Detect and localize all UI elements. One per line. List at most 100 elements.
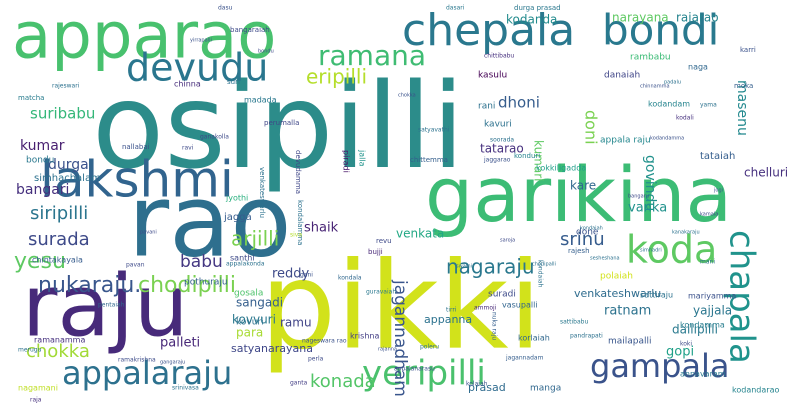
cloud-word: gani [300, 272, 313, 279]
cloud-word: perla [308, 356, 324, 363]
cloud-word: kondala [338, 275, 362, 282]
cloud-word: ramakrishna [118, 357, 156, 364]
cloud-word: kumari [532, 140, 546, 182]
cloud-word: sesheshana [590, 256, 620, 262]
cloud-word: gangaraju [160, 360, 185, 366]
cloud-word: siva [290, 232, 302, 239]
cloud-word: para [236, 326, 263, 340]
cloud-word: jagannadam [505, 355, 544, 362]
cloud-word: tatarao [480, 142, 524, 156]
cloud-word: surada [28, 229, 90, 250]
cloud-word: kare [570, 179, 596, 193]
cloud-word: appalakonda [226, 261, 265, 268]
cloud-word: suradi [488, 290, 516, 300]
cloud-word: gopi [666, 345, 694, 360]
cloud-word: kondaiah [537, 260, 544, 288]
cloud-word: kodali [676, 115, 694, 122]
cloud-word: tataiah [700, 151, 735, 162]
cloud-word: nallabai [122, 143, 150, 151]
cloud-word: manga [530, 384, 561, 394]
cloud-word: vanka [628, 201, 667, 216]
cloud-word: satyanarayana [231, 342, 313, 355]
cloud-word: pavan [126, 262, 145, 269]
cloud-word: osipilli [92, 57, 465, 195]
cloud-word: ramana [318, 39, 426, 72]
cloud-word: saroja [500, 238, 515, 244]
cloud-word: pothuraju [184, 278, 228, 288]
cloud-word: piradi [342, 150, 351, 173]
cloud-word: raju [22, 256, 188, 356]
cloud-word: kanakaraju [672, 230, 700, 236]
cloud-word: kolaiah [466, 381, 488, 388]
cloud-word: nuka raju [491, 312, 498, 340]
cloud-word: ganakolla [200, 134, 229, 141]
cloud-word: kovvuri [232, 313, 276, 327]
cloud-word: arjilli [231, 227, 279, 251]
cloud-word: reddy [272, 267, 310, 282]
cloud-word: narayana [612, 11, 669, 25]
cloud-word: simhadri [640, 248, 662, 254]
cloud-word: simhachalam [34, 173, 101, 184]
cloud-word: siripilli [30, 203, 88, 224]
cloud-word: madada [244, 96, 277, 105]
cloud-word: karri [740, 46, 756, 54]
cloud-word: dasu [218, 5, 233, 12]
cloud-word: kodandam [648, 100, 690, 109]
cloud-word: ammoji [474, 305, 497, 312]
cloud-word: apparao [12, 0, 276, 74]
cloud-word: appalaraju [62, 354, 232, 392]
cloud-word: bangaraiah [230, 26, 270, 34]
cloud-word: vasupalli [502, 301, 538, 310]
cloud-word: suribabu [30, 105, 95, 123]
cloud-word: korlaiah [518, 334, 550, 343]
cloud-word: appalanarasu [394, 366, 435, 373]
cloud-word: chinna [174, 80, 201, 89]
cloud-word: kokkiligadda [536, 164, 586, 173]
cloud-word: rani [478, 102, 495, 112]
cloud-word: poleru [420, 344, 439, 351]
cloud-word: swami [456, 264, 472, 270]
cloud-word: masenu [734, 80, 750, 136]
cloud-word: kodanda [506, 13, 557, 27]
cloud-word: yesu [14, 249, 66, 274]
cloud-word: chittibabu [484, 53, 514, 60]
cloud-word: govindu [642, 155, 658, 211]
cloud-word: kondalamma [296, 200, 304, 245]
cloud-word: ramu [280, 316, 312, 330]
cloud-word: kodandarao [732, 386, 779, 395]
cloud-word: devudamma [294, 150, 302, 194]
cloud-word: yeripilli [362, 354, 486, 394]
cloud-word: venkateswarlu [258, 167, 266, 218]
cloud-word: kasulu [478, 71, 507, 81]
cloud-word: doni [582, 110, 601, 145]
cloud-word: srinivasa [172, 385, 199, 392]
cloud-word: kovuri [236, 318, 264, 328]
cloud-word: padalu [664, 80, 681, 86]
cloud-word: yirrapalli [190, 38, 212, 44]
cloud-word: konada [310, 371, 376, 392]
cloud-word: revu [376, 237, 392, 245]
cloud-word: nageswara rao [302, 338, 347, 345]
cloud-word: sattibabu [560, 319, 588, 326]
cloud-word: pikki [260, 238, 542, 377]
cloud-word: chodipalli [532, 262, 556, 268]
cloud-word: eripilli [306, 65, 367, 89]
cloud-word: pandrapati [570, 333, 603, 340]
cloud-word: soorada [490, 137, 514, 144]
cloud-word: sattiraju [640, 291, 673, 300]
cloud-word: yajjala [693, 304, 732, 318]
cloud-word: koda [626, 228, 717, 272]
cloud-word: merugu [18, 347, 42, 354]
cloud-word: danaiah [604, 71, 640, 81]
cloud-word: babu [180, 252, 223, 272]
cloud-word: appanna [424, 313, 472, 326]
cloud-word: jagga [223, 212, 252, 223]
cloud-word: ramanamma [34, 336, 85, 345]
cloud-word: bangaru [628, 194, 649, 200]
cloud-word: bangari [16, 182, 69, 198]
cloud-word: rajesh [568, 247, 590, 255]
cloud-word: lakshmi [40, 151, 234, 209]
cloud-word: garikina [425, 150, 732, 239]
